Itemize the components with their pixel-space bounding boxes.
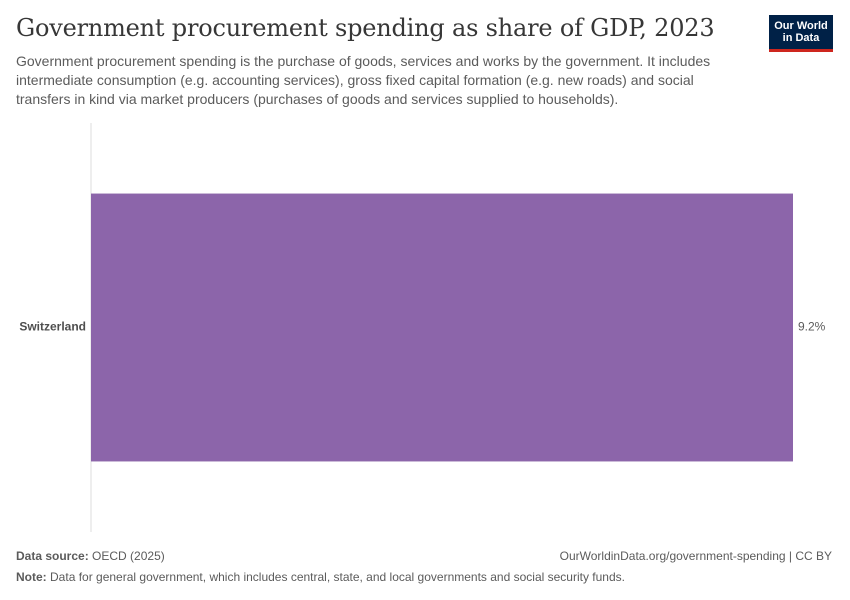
note-label: Note: xyxy=(16,570,47,584)
logo-line-2: in Data xyxy=(782,32,820,44)
category-label: Switzerland xyxy=(19,320,86,334)
chart-title: Government procurement spending as share… xyxy=(16,14,715,42)
owid-logo[interactable]: Our World in Data xyxy=(769,15,833,52)
chart-note: Note: Data for general government, which… xyxy=(16,570,832,584)
bar-switzerland[interactable] xyxy=(91,193,793,462)
data-source-value[interactable]: OECD (2025) xyxy=(92,549,165,563)
bar-chart: Switzerland 9.2% xyxy=(19,123,826,532)
logo-line-1: Our World xyxy=(774,20,828,32)
data-source: Data source: OECD (2025) xyxy=(16,549,832,563)
note-text: Data for general government, which inclu… xyxy=(50,570,625,584)
chart-subtitle: Government procurement spending is the p… xyxy=(16,53,711,107)
data-source-label: Data source: xyxy=(16,549,89,563)
source-url[interactable]: OurWorldinData.org/government-spending |… xyxy=(559,549,832,563)
value-label: 9.2% xyxy=(798,320,826,334)
